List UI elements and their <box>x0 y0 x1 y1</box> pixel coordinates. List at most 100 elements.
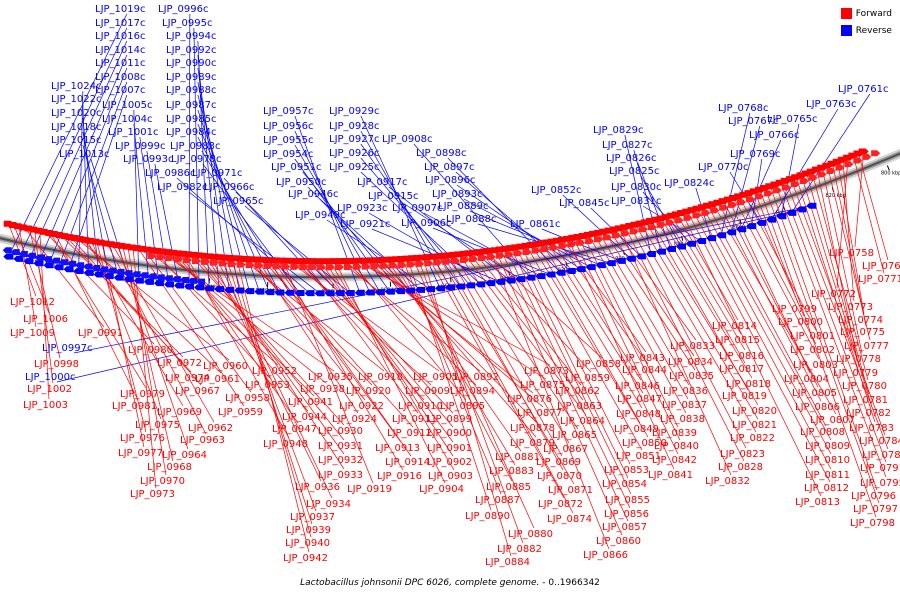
forward-gene-label: LJP_0930 <box>318 426 363 437</box>
forward-gene-label: LJP_0780 <box>842 381 887 392</box>
gene-arrow <box>2 247 12 254</box>
gene-arrow <box>495 252 505 259</box>
forward-gene-label: LJP_0944 <box>282 412 327 423</box>
forward-gene-label: LJP_0901 <box>427 443 472 454</box>
leader-line <box>133 109 140 281</box>
forward-gene-label: LJP_0815 <box>715 335 760 346</box>
forward-gene-label: LJP_0877 <box>517 408 562 419</box>
gene-arrow <box>91 265 101 272</box>
gene-arrow <box>745 196 755 203</box>
leader-line <box>687 211 831 483</box>
reverse-gene-label: LJP_0982c <box>157 182 208 193</box>
leader-line <box>38 54 128 264</box>
gene-arrow <box>786 209 797 216</box>
forward-gene-label: LJP_0851 <box>616 451 661 462</box>
forward-gene-label: LJP_0940 <box>285 538 330 549</box>
reverse-gene-label: LJP_0971c <box>192 168 243 179</box>
forward-gene-label: LJP_0806 <box>795 402 840 413</box>
reverse-gene-label: LJP_0888c <box>446 214 497 225</box>
gene-arrow <box>781 184 791 191</box>
reverse-gene-label: LJP_0994c <box>166 31 217 42</box>
forward-gene-label: LJP_0811 <box>805 470 850 481</box>
forward-gene-label: LJP_0775 <box>840 327 885 338</box>
legend: Forward Reverse <box>840 8 892 42</box>
forward-gene-label: LJP_0833 <box>670 341 715 352</box>
gene-arrow <box>334 264 344 271</box>
forward-gene-label: LJP_0958 <box>225 393 270 404</box>
reverse-gene-labels: LJP_1019c LJP_1017c LJP_1016c LJP_1014c LJP_… <box>25 4 889 383</box>
reverse-gene-label: LJP_1018c <box>51 122 102 133</box>
leader-line <box>754 191 799 304</box>
leader-line <box>740 139 782 230</box>
leader-line <box>619 228 732 476</box>
gene-arrow <box>299 264 309 271</box>
leader-line <box>319 198 421 291</box>
gene-arrow <box>272 263 282 270</box>
forward-gene-label: LJP_0847 <box>617 394 662 405</box>
gene-arrow <box>726 229 737 236</box>
gene-arrow <box>397 262 407 269</box>
forward-gene-label: LJP_0953 <box>245 380 290 391</box>
gene-arrow <box>93 271 104 278</box>
reverse-gene-label: LJP_0921c <box>340 219 391 230</box>
gene-arrow <box>415 286 426 293</box>
forward-gene-label: LJP_0939 <box>286 525 331 536</box>
forward-gene-label: LJP_0883 <box>489 466 534 477</box>
forward-gene-label: LJP_0932 <box>318 455 363 466</box>
reverse-gene-label: LJP_1008c <box>95 72 146 83</box>
leader-line <box>791 93 871 214</box>
leader-line <box>132 247 157 489</box>
tick-label: 800 kbp <box>881 171 900 177</box>
reverse-gene-label: LJP_0898c <box>416 148 467 159</box>
gene-arrow <box>468 255 478 262</box>
gene-arrow <box>615 257 626 264</box>
forward-gene-label: LJP_0858 <box>576 359 621 370</box>
leader-line <box>858 153 889 261</box>
forward-gene-label: LJP_0784 <box>859 436 900 447</box>
gene-arrow <box>415 260 425 267</box>
leader-line <box>707 205 827 427</box>
forward-gene-label: LJP_0968 <box>147 462 192 473</box>
leader-line <box>738 196 817 345</box>
forward-gene-label: LJP_0895 <box>440 401 485 412</box>
forward-gene-label: LJP_0854 <box>602 479 647 490</box>
forward-gene-label: LJP_0860 <box>596 536 641 547</box>
forward-gene-label: LJP_0900 <box>427 428 472 439</box>
reverse-gene-label: LJP_0966c <box>204 182 255 193</box>
gene-arrow <box>304 290 315 297</box>
reverse-gene-label: LJP_0925c <box>329 162 380 173</box>
reverse-gene-label: LJP_0929c <box>329 106 380 117</box>
forward-gene-label: LJP_0796 <box>851 491 896 502</box>
leader-line <box>188 191 320 294</box>
gene-arrow <box>113 274 124 281</box>
forward-gene-label: LJP_0977 <box>118 448 163 459</box>
gene-arrow <box>156 254 166 261</box>
leader-line <box>676 214 739 321</box>
leader-line <box>759 189 877 518</box>
leader-line <box>407 258 492 511</box>
forward-gene-label: LJP_0884 <box>485 557 530 568</box>
gene-arrow <box>862 153 872 160</box>
forward-gene-label: LJP_0947 <box>272 424 317 435</box>
forward-gene-label: LJP_0894 <box>450 386 495 397</box>
gene-arrow <box>405 287 416 294</box>
leader-line <box>854 151 865 248</box>
leader-line <box>474 252 582 386</box>
gene-arrow <box>218 260 228 267</box>
forward-gene-label: LJP_0803 <box>793 360 838 371</box>
gene-arrow <box>290 263 300 270</box>
forward-gene-label: LJP_0832 <box>705 476 750 487</box>
leader-line <box>60 234 184 358</box>
forward-gene-label: LJP_0814 <box>712 321 757 332</box>
leader-line <box>360 260 547 380</box>
forward-gene-label: LJP_0910 <box>398 401 443 412</box>
gene-arrow <box>835 164 845 171</box>
forward-gene-label: LJP_0837 <box>662 400 707 411</box>
forward-gene-label: LJP_0973 <box>130 489 175 500</box>
gene-arrow <box>799 177 809 184</box>
gene-arrow <box>656 221 666 228</box>
reverse-gene-label: LJP_0956c <box>263 121 314 132</box>
forward-gene-label: LJP_0773 <box>828 302 873 313</box>
forward-gene-label: LJP_0791 <box>860 463 900 474</box>
gene-arrow <box>486 253 496 260</box>
